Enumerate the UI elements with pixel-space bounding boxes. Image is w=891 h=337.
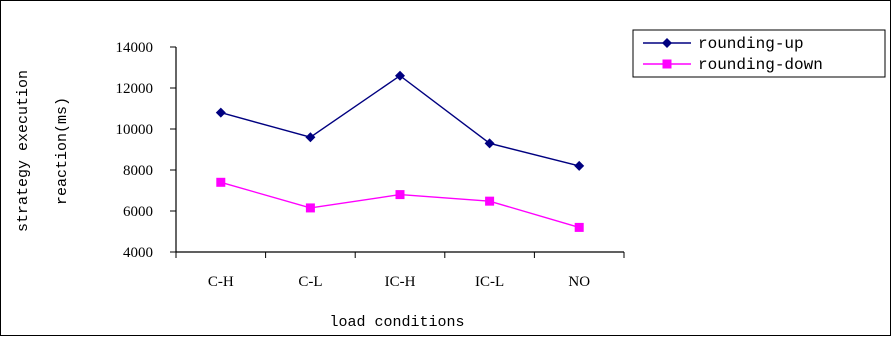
data-point [574,222,584,232]
series-line [220,181,580,229]
y-tick-label: 4000 [123,245,153,261]
data-point [485,196,495,206]
x-tick-label: IC-L [475,274,504,290]
data-point [395,70,405,81]
data-point [484,138,495,149]
series-line [220,74,580,167]
legend-label: rounding-up [698,35,804,53]
legend-label: rounding-down [698,56,823,74]
axes [170,46,625,258]
x-tick-label: IC-H [385,274,416,290]
series-layer [215,70,585,232]
series-rounding-down [216,177,584,232]
y-tick-labels: 4000 6000 8000 10000 12000 14000 [116,40,154,261]
y-tick-label: 6000 [123,204,153,220]
data-point [574,160,585,171]
x-tick-labels: C-H C-L IC-H IC-L NO [208,274,590,290]
legend: rounding-up rounding-down [632,29,886,78]
x-axis-title: load conditions [329,314,464,331]
y-tick-label: 12000 [116,81,154,97]
legend-swatch-marker [662,59,672,69]
data-point [305,203,315,213]
data-point [215,107,226,118]
y-axis-title: strategy execution reaction(ms) [15,70,71,232]
legend-item: rounding-down [643,56,823,74]
legend-swatch-marker [662,38,672,48]
x-tick-label: C-H [208,274,234,290]
y-tick-label: 10000 [116,122,154,138]
y-axis-title-line-1: strategy execution [15,70,32,232]
data-point [216,177,226,187]
data-point [395,190,405,200]
series-rounding-up [215,70,585,171]
data-point [305,132,316,143]
y-tick-label: 8000 [123,163,153,179]
x-tick-label: C-L [298,274,322,290]
legend-box [632,29,886,78]
x-tick-label: NO [568,274,590,290]
y-axis-title-line-2: reaction(ms) [54,97,71,205]
y-tick-label: 14000 [116,40,154,56]
legend-item: rounding-up [643,35,804,53]
